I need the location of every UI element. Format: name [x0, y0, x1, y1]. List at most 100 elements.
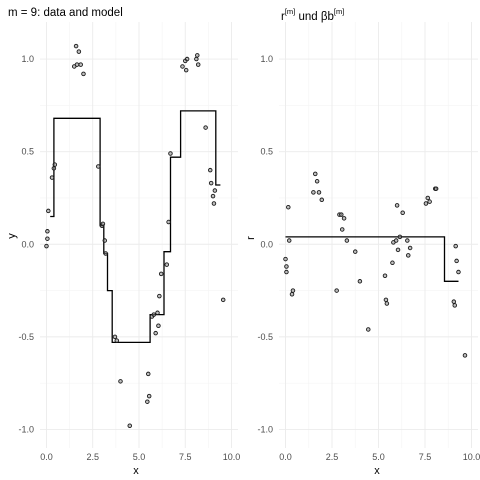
- right-data-point: [453, 243, 458, 249]
- left-data-point: [184, 56, 190, 62]
- right-data-point: [286, 238, 292, 243]
- left-data-point: [146, 371, 151, 377]
- right-data-point: [339, 212, 344, 217]
- left-data-point: [145, 399, 150, 404]
- left-data-point: [210, 193, 216, 199]
- right-x-ticks: 0.0 2.5 5.0 7.5 10.0: [279, 452, 480, 462]
- left-x-tick-label: 7.5: [179, 452, 192, 462]
- right-points: [283, 171, 468, 358]
- right-x-axis-label: x: [374, 465, 380, 477]
- right-data-point: [314, 179, 320, 184]
- left-data-point: [45, 236, 50, 241]
- right-y-ticks: -1.0 -0.5 0.0 0.5 1.0: [257, 54, 273, 434]
- right-y-tick-label: 1.0: [260, 54, 273, 64]
- right-data-point: [283, 256, 288, 262]
- left-data-point: [211, 201, 217, 206]
- right-data-point: [366, 327, 371, 332]
- right-data-point: [334, 288, 339, 293]
- right-data-point: [400, 210, 405, 216]
- right-data-point: [311, 190, 316, 195]
- right-x-tick-label: 5.0: [372, 452, 385, 462]
- right-data-point: [423, 201, 429, 206]
- left-x-ticks: 0.0 2.5 5.0 7.5 10.0: [40, 452, 240, 462]
- left-data-point: [155, 310, 160, 316]
- right-y-tick-label: -0.5: [257, 332, 273, 342]
- left-data-point: [114, 338, 120, 343]
- left-data-point: [194, 56, 199, 62]
- right-data-point: [390, 260, 395, 266]
- right-data-point: [456, 269, 461, 275]
- left-data-point: [195, 53, 200, 58]
- left-chart-title: m = 9: data and model: [8, 7, 123, 19]
- right-x-tick-label: 10.0: [463, 452, 480, 462]
- left-points: [44, 43, 226, 429]
- right-y-axis-label: r: [245, 236, 257, 240]
- left-data-point: [207, 167, 213, 173]
- left-data-point: [164, 262, 170, 267]
- right-data-point: [290, 288, 296, 293]
- right-chart-title: r[m] und βb[m]: [281, 7, 344, 23]
- left-data-point: [76, 49, 82, 54]
- right-data-point: [313, 171, 318, 177]
- left-data-point: [180, 64, 185, 69]
- right-x-tick-label: 0.0: [279, 452, 292, 462]
- right-data-point: [382, 273, 388, 278]
- left-data-point: [46, 208, 51, 214]
- right-data-point: [454, 258, 459, 264]
- left-x-tick-label: 0.0: [40, 452, 53, 462]
- left-data-point: [118, 379, 123, 384]
- right-x-tick-label: 7.5: [419, 452, 432, 462]
- left-data-point: [112, 334, 118, 340]
- left-y-tick-label: -0.5: [18, 332, 34, 342]
- right-data-point: [289, 292, 295, 297]
- left-grid: [40, 22, 238, 448]
- left-data-point: [158, 271, 164, 277]
- right-data-point: [405, 238, 410, 243]
- right-data-point: [427, 199, 432, 204]
- right-data-point: [319, 197, 325, 203]
- right-data-point: [339, 227, 345, 232]
- right-data-point: [433, 186, 439, 191]
- right-x-tick-label: 2.5: [326, 452, 339, 462]
- right-title-r: r: [281, 11, 285, 23]
- right-step-model-line: [285, 236, 459, 282]
- left-data-point: [157, 293, 162, 299]
- right-data-point: [384, 301, 390, 306]
- right-data-point: [397, 234, 403, 240]
- right-data-point: [286, 204, 291, 210]
- left-x-tick-label: 2.5: [86, 452, 99, 462]
- right-data-point: [341, 216, 347, 221]
- left-data-point: [208, 180, 214, 186]
- right-data-point: [284, 269, 289, 275]
- left-step-model-line: [50, 110, 221, 344]
- left-data-point: [100, 221, 106, 227]
- right-y-tick-label: 0.5: [260, 147, 273, 157]
- left-data-point: [74, 62, 80, 67]
- left-data-point: [127, 423, 132, 429]
- right-title-sup-m2: [m]: [334, 7, 344, 16]
- right-data-point: [383, 297, 389, 303]
- left-data-point: [168, 151, 173, 156]
- left-data-point: [51, 166, 57, 171]
- right-title-sup-m1: [m]: [285, 7, 295, 16]
- right-data-point: [406, 253, 411, 258]
- left-data-point: [166, 219, 171, 225]
- right-data-point: [462, 353, 468, 358]
- left-data-point: [49, 175, 55, 180]
- left-data-point: [156, 323, 161, 329]
- right-data-point: [344, 238, 350, 243]
- left-y-tick-label: 0.5: [21, 147, 34, 157]
- left-y-tick-label: 0.0: [21, 239, 34, 249]
- left-data-point: [212, 188, 218, 193]
- left-data-point: [81, 71, 86, 77]
- left-data-point: [195, 62, 201, 67]
- right-y-tick-label: 0.0: [260, 239, 273, 249]
- right-y-tick-label: -1.0: [257, 424, 273, 434]
- right-data-point: [451, 299, 457, 304]
- left-y-ticks: -1.0 -0.5 0.0 0.5 1.0: [18, 54, 34, 434]
- right-data-point: [357, 279, 363, 284]
- right-data-point: [393, 238, 399, 243]
- left-data-point: [153, 330, 158, 336]
- left-data-point: [220, 297, 226, 303]
- left-y-tick-label: -1.0: [18, 424, 34, 434]
